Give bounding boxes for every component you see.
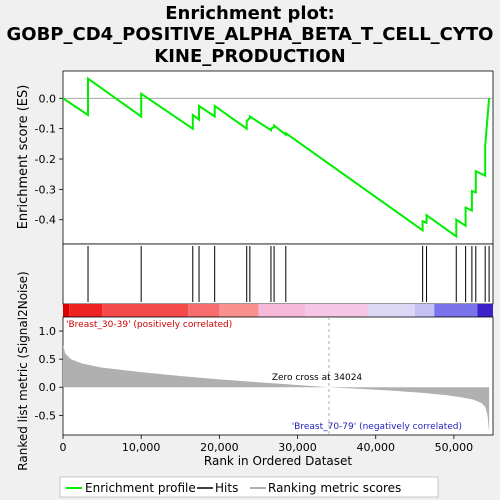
x-tick-label: 20,000: [200, 441, 239, 454]
color-bar-segment: [188, 304, 220, 317]
color-bar-segment: [305, 304, 368, 317]
title-line-3: KINE_PRODUCTION: [154, 46, 345, 67]
es-y-tick-label: 0.0: [39, 92, 57, 105]
x-tick-label: 40,000: [356, 441, 395, 454]
color-bar-segment: [367, 304, 415, 317]
es-y-tick-label: -0.4: [35, 214, 56, 227]
legend-item-ranking-metric: Ranking metric scores: [268, 481, 401, 495]
x-tick-label: 0: [60, 441, 67, 454]
color-bar-segment: [63, 304, 70, 317]
x-axis: 0 10,000 20,000 30,000 40,000 50,000: [60, 435, 474, 454]
color-bar-segment: [434, 304, 478, 317]
color-bar-segment: [219, 304, 259, 317]
negative-correlation-label: 'Breast_70-79' (negatively correlated): [292, 422, 462, 432]
metric-y-tick-label: 0.0: [39, 381, 57, 394]
metric-y-axis: 1.0 0.5 0.0 -0.5: [35, 325, 63, 422]
legend-item-hits: Hits: [215, 481, 238, 495]
hits-ticks: [87, 246, 490, 302]
x-tick-label: 30,000: [278, 441, 317, 454]
color-bar-segment: [258, 304, 306, 317]
es-y-tick-label: -0.2: [35, 153, 56, 166]
metric-y-tick-label: 0.5: [39, 353, 57, 366]
es-y-axis: 0.0 -0.1 -0.2 -0.3 -0.4: [35, 92, 63, 227]
ranking-metric-area: [63, 345, 490, 433]
title-line-2: GOBP_CD4_POSITIVE_ALPHA_BETA_T_CELL_CYTO: [7, 24, 494, 45]
color-bar-segment: [102, 304, 189, 317]
es-y-tick-label: -0.1: [35, 123, 56, 136]
x-axis-label: Rank in Ordered Dataset: [204, 454, 352, 468]
color-bar-segment: [477, 304, 493, 317]
metric-y-tick-label: -0.5: [35, 409, 56, 422]
es-y-label: Enrichment score (ES): [16, 85, 31, 230]
color-bar-segment: [69, 304, 103, 317]
legend: Enrichment profile Hits Ranking metric s…: [66, 481, 401, 495]
positive-correlation-label: 'Breast_30-39' (positively correlated): [66, 320, 232, 330]
rank-color-bar: [63, 304, 493, 317]
legend-box: [59, 476, 439, 498]
x-tick-label: 50,000: [435, 441, 474, 454]
color-bar-segment: [414, 304, 435, 317]
chart-title: Enrichment plot: GOBP_CD4_POSITIVE_ALPHA…: [7, 3, 494, 67]
es-panel: [62, 70, 494, 245]
metric-y-tick-label: 1.0: [39, 325, 57, 338]
enrichment-profile-line: [62, 76, 491, 239]
es-y-tick-label: -0.3: [35, 183, 56, 196]
x-tick-label: 10,000: [122, 441, 161, 454]
legend-item-enrichment-profile: Enrichment profile: [85, 481, 196, 495]
metric-y-label: Ranked list metric (Signal2Noise): [16, 271, 30, 470]
hits-panel: [62, 243, 494, 305]
title-line-1: Enrichment plot:: [165, 3, 335, 24]
zero-cross-label: Zero cross at 34024: [272, 373, 363, 383]
